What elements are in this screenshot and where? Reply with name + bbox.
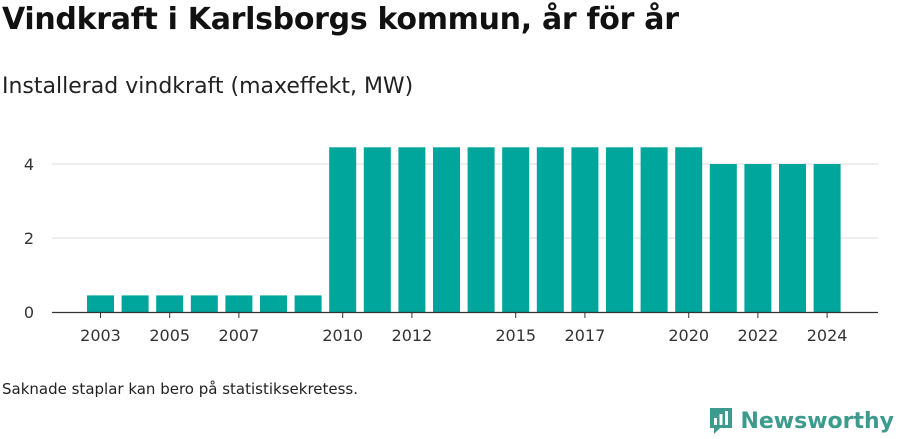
brand-name: Newsworthy bbox=[740, 408, 894, 434]
bar-2023 bbox=[779, 164, 806, 312]
x-tick-label: 2007 bbox=[219, 326, 260, 345]
bar-2020 bbox=[675, 147, 703, 312]
x-tick-label: 2012 bbox=[392, 326, 433, 345]
bar-2008 bbox=[260, 295, 287, 313]
bar-2015 bbox=[502, 147, 530, 312]
bar-2012 bbox=[398, 147, 426, 312]
bar-2018 bbox=[606, 147, 633, 312]
footnote: Saknade staplar kan bero på statistiksek… bbox=[2, 380, 359, 398]
brand-logo: Newsworthy bbox=[708, 406, 894, 436]
y-tick-label: 2 bbox=[24, 229, 34, 248]
newsworthy-logo-icon bbox=[710, 408, 733, 434]
chart-subtitle: Installerad vindkraft (maxeffekt, MW) bbox=[2, 74, 414, 99]
bar-2014 bbox=[467, 147, 495, 312]
bar-2011 bbox=[363, 147, 391, 312]
bar-2016 bbox=[536, 147, 564, 312]
bar-2022 bbox=[744, 164, 772, 312]
bar-2007 bbox=[225, 295, 253, 313]
x-tick-label: 2003 bbox=[80, 326, 121, 345]
bar-2024 bbox=[813, 164, 841, 312]
bar-2003 bbox=[87, 295, 114, 313]
x-tick-label: 2020 bbox=[668, 326, 709, 345]
bar-chart: 0 2 4 2003 2005 2007 2010 2012 2015 2017 2020 2022 2… bbox=[24, 147, 878, 345]
x-tick-label: 2017 bbox=[565, 326, 606, 345]
y-tick-label: 0 bbox=[24, 303, 34, 322]
bar-2013 bbox=[433, 147, 460, 312]
y-tick-label: 4 bbox=[24, 155, 34, 174]
bars bbox=[87, 147, 841, 313]
bar-2009 bbox=[294, 295, 322, 313]
bar-2017 bbox=[571, 147, 599, 312]
bar-2010 bbox=[329, 147, 357, 312]
grid-lines bbox=[52, 163, 878, 239]
bar-2004 bbox=[121, 295, 149, 313]
axes: 0 2 4 2003 2005 2007 2010 2012 2015 2017 2020 2022 2… bbox=[24, 155, 878, 345]
x-tick-label: 2005 bbox=[149, 326, 190, 345]
x-tick-label: 2015 bbox=[495, 326, 536, 345]
x-tick-label: 2022 bbox=[738, 326, 779, 345]
bar-2006 bbox=[190, 295, 218, 313]
bar-2019 bbox=[640, 147, 668, 312]
bar-2021 bbox=[709, 164, 737, 312]
x-tick-label: 2010 bbox=[322, 326, 363, 345]
bar-2005 bbox=[156, 295, 184, 313]
chart-title: Vindkraft i Karlsborgs kommun, år för år bbox=[2, 2, 679, 37]
x-tick-label: 2024 bbox=[807, 326, 848, 345]
